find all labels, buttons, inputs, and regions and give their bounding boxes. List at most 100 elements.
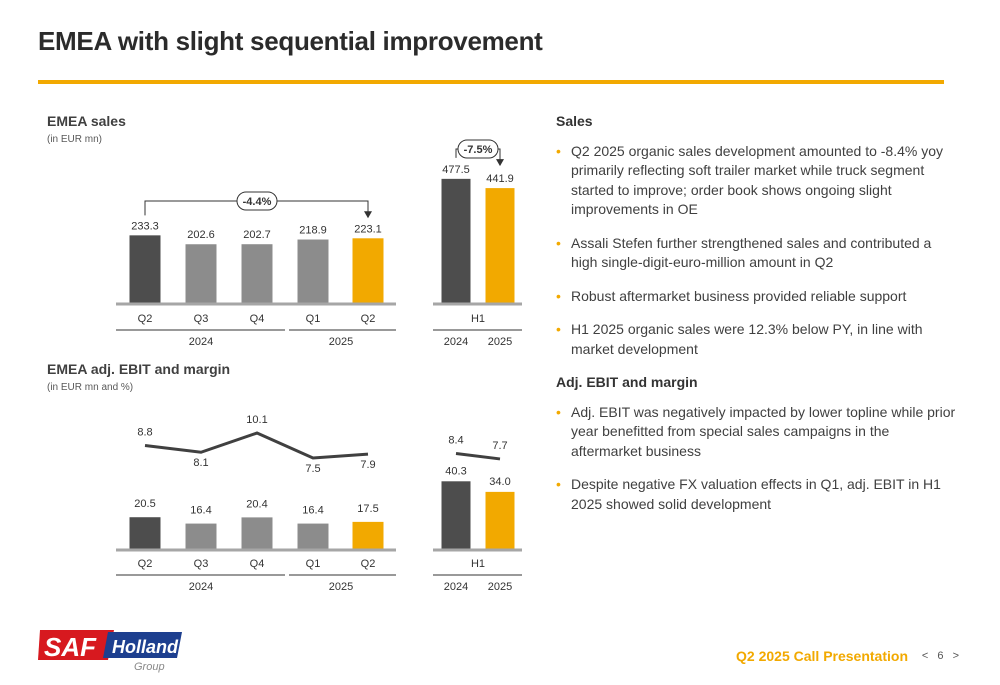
- sales-h1-value-label: 441.9: [486, 173, 514, 185]
- saf-holland-logo: SAF Holland Group: [38, 630, 182, 673]
- title-rule: [38, 80, 944, 84]
- ebit-bar: [185, 523, 217, 549]
- sales-h1-growth-arrow-icon: [496, 159, 504, 167]
- sales-h1-value-label: 477.5: [442, 164, 470, 176]
- ebit-bullet-item: • Adj. EBIT was negatively impacted by lo…: [556, 403, 956, 462]
- sales-growth-arrow-icon: [364, 211, 372, 219]
- svg-text:Holland: Holland: [112, 637, 179, 657]
- ebit-margin-label: 7.5: [305, 463, 320, 475]
- bullet-dot-icon: •: [556, 287, 561, 304]
- svg-text:Group: Group: [134, 661, 165, 673]
- sales-category-label: Q4: [250, 313, 265, 325]
- ebit-chart-title: EMEA adj. EBIT and margin: [47, 361, 231, 377]
- ebit-group-label: 2025: [329, 581, 353, 593]
- sales-group-label: 2024: [189, 336, 213, 348]
- ebit-h1-value-label: 34.0: [489, 476, 510, 488]
- sales-value-label: 202.6: [187, 229, 215, 241]
- sales-h1-group-label: 2025: [488, 336, 512, 348]
- sales-category-label: Q1: [306, 313, 321, 325]
- sales-h1-bar: [485, 188, 515, 303]
- ebit-h1-bar: [441, 481, 471, 549]
- sales-growth-badge: [236, 191, 278, 211]
- sales-h1-growth-label: -7.5%: [464, 144, 493, 156]
- ebit-value-label: 20.5: [134, 498, 155, 510]
- ebit-h1-margin-label: 7.7: [492, 440, 507, 452]
- commentary-panel: Sales • Q2 2025 organic sales development…: [556, 112, 956, 528]
- ebit-category-label: Q2: [138, 558, 153, 570]
- ebit-bullet-item: • Despite negative FX valuation effects i…: [556, 475, 956, 514]
- ebit-group-label: 2024: [189, 581, 213, 593]
- sales-bullet-text: Robust aftermarket business provided rel…: [571, 287, 907, 304]
- bullet-dot-icon: •: [556, 142, 561, 159]
- sales-value-label: 233.3: [131, 220, 159, 232]
- ebit-margin-label: 7.9: [360, 459, 375, 471]
- ebit-h1-group-label: 2025: [488, 581, 512, 593]
- sales-bullet-text: Q2 2025 organic sales development amount…: [571, 142, 944, 218]
- svg-text:SAF: SAF: [44, 632, 97, 662]
- ebit-category-label: Q3: [194, 558, 209, 570]
- sales-bar: [352, 238, 384, 303]
- sales-category-label: Q2: [361, 313, 376, 325]
- ebit-category-label: Q2: [361, 558, 376, 570]
- sales-bullet-item: • Assali Stefen further strengthened sale…: [556, 234, 956, 273]
- bullet-dot-icon: •: [556, 403, 561, 420]
- next-page-icon[interactable]: >: [952, 650, 959, 662]
- sales-h1-growth-badge: [457, 139, 499, 159]
- sales-chart-unit: (in EUR mn): [47, 134, 103, 145]
- sales-value-label: 202.7: [243, 229, 271, 241]
- footer-title: Q2 2025 Call Presentation: [736, 648, 908, 664]
- ebit-margin-label: 8.8: [137, 427, 152, 439]
- sales-bullet-item: • Robust aftermarket business provided re…: [556, 287, 956, 307]
- sales-h1-group-label: 2024: [444, 336, 468, 348]
- ebit-category-label: Q4: [250, 558, 265, 570]
- ebit-h1-value-label: 40.3: [445, 465, 466, 477]
- sales-category-label: Q3: [194, 313, 209, 325]
- sales-chart-title: EMEA sales: [47, 113, 126, 129]
- sales-bullet-list: • Q2 2025 organic sales development amoun…: [556, 142, 956, 360]
- ebit-bar: [129, 517, 161, 549]
- sales-h1-bar: [441, 178, 471, 303]
- sales-bar: [129, 235, 161, 303]
- ebit-margin-label: 8.1: [193, 457, 208, 469]
- pager: < 6 >: [919, 650, 962, 662]
- sales-bullet-text: Assali Stefen further strengthened sales…: [571, 234, 932, 271]
- sales-bullet-text: H1 2025 organic sales were 12.3% below P…: [571, 321, 923, 357]
- ebit-value-label: 20.4: [246, 498, 267, 510]
- sales-bar: [241, 244, 273, 303]
- sales-h1-category-label: H1: [471, 313, 485, 325]
- sales-bar: [185, 244, 217, 303]
- bullet-dot-icon: •: [556, 321, 561, 337]
- ebit-chart-unit: (in EUR mn and %): [47, 382, 134, 393]
- bullet-dot-icon: •: [556, 476, 561, 492]
- sales-heading: Sales: [556, 113, 593, 129]
- ebit-value-label: 16.4: [190, 505, 211, 517]
- ebit-bullet-text: Despite negative FX valuation effects in…: [571, 476, 941, 512]
- sales-bullet-item: • H1 2025 organic sales were 12.3% below …: [556, 320, 956, 359]
- ebit-bar: [352, 521, 384, 549]
- ebit-h1-margin-label: 8.4: [448, 434, 463, 446]
- page-number: 6: [937, 650, 944, 662]
- sales-group-label: 2025: [329, 336, 353, 348]
- ebit-bar: [241, 517, 273, 549]
- ebit-margin-line: [144, 431, 369, 460]
- charts-canvas: 233.3 202.6 202.7 218.9 223.1 Q2 Q3 Q4 Q1 Q2 2024 2…: [116, 139, 522, 593]
- sales-growth-label: -4.4%: [243, 196, 272, 208]
- sales-value-label: 223.1: [354, 223, 382, 235]
- ebit-value-label: 17.5: [357, 503, 378, 515]
- ebit-bar: [297, 523, 329, 549]
- ebit-heading: Adj. EBIT and margin: [556, 374, 698, 390]
- sales-category-label: Q2: [138, 313, 153, 325]
- ebit-h1-margin-line: [455, 451, 501, 461]
- ebit-h1-group-label: 2024: [444, 581, 468, 593]
- ebit-margin-label: 10.1: [246, 414, 267, 426]
- ebit-h1-bar: [485, 491, 515, 549]
- ebit-category-label: Q1: [306, 558, 321, 570]
- ebit-h1-category-label: H1: [471, 558, 485, 570]
- ebit-value-label: 16.4: [302, 505, 323, 517]
- sales-value-label: 218.9: [299, 225, 327, 237]
- prev-page-icon[interactable]: <: [921, 650, 929, 662]
- bullet-dot-icon: •: [556, 234, 561, 251]
- ebit-bullet-list: • Adj. EBIT was negatively impacted by lo…: [556, 403, 956, 515]
- sales-bar: [297, 239, 329, 303]
- ebit-bullet-text: Adj. EBIT was negatively impacted by low…: [571, 403, 956, 459]
